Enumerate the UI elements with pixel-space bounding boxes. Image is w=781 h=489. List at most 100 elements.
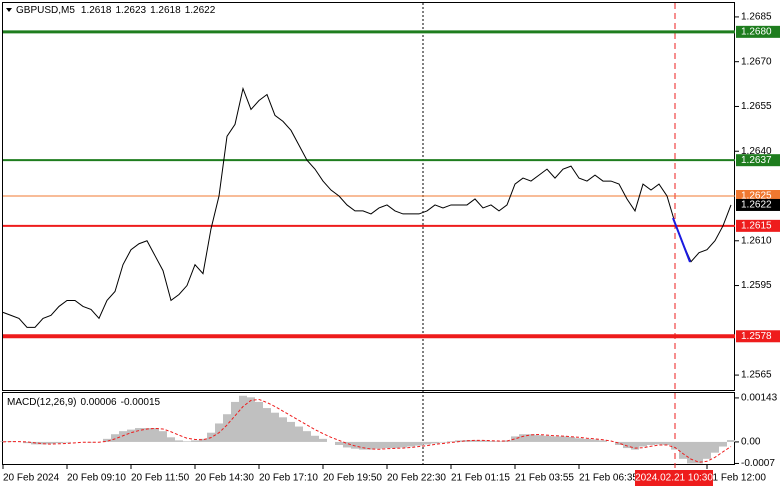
macd-bar xyxy=(343,441,351,448)
macd-bar xyxy=(423,441,431,445)
macd-title: MACD(12,26,9) xyxy=(7,397,76,408)
y-tick-label: 1.2565 xyxy=(741,370,772,381)
macd-bar xyxy=(63,441,71,443)
macd-bar xyxy=(447,441,455,442)
high: 1.2623 xyxy=(116,5,147,16)
menu-triangle[interactable] xyxy=(6,8,12,12)
macd-bar xyxy=(255,401,263,442)
macd-value: 0.00006 xyxy=(80,397,117,408)
macd-bar xyxy=(151,428,159,442)
macd-bar xyxy=(87,441,95,443)
macd-bar xyxy=(719,441,727,447)
macd-bar xyxy=(119,431,127,442)
low: 1.2618 xyxy=(150,5,181,16)
y-tick-label: 0.00 xyxy=(741,437,761,448)
macd-bar xyxy=(671,441,679,450)
macd-bar xyxy=(439,441,447,443)
macd-bar xyxy=(247,397,255,442)
x-tick-label: 21 Feb 01:15 xyxy=(451,473,510,484)
macd-bar xyxy=(351,441,359,449)
macd-bar xyxy=(103,438,111,442)
x-tick-label: 21 Feb 03:55 xyxy=(515,473,574,484)
y-tick-label: 1.2670 xyxy=(741,56,772,67)
x-tick-label: 20 Feb 11:50 xyxy=(131,473,190,484)
macd-bar xyxy=(703,441,711,459)
macd-bar xyxy=(687,441,695,464)
macd-bar xyxy=(23,441,31,444)
macd-bar xyxy=(599,440,607,442)
macd-bar xyxy=(647,441,655,445)
macd-bar xyxy=(311,435,319,442)
macd-bar xyxy=(519,434,527,442)
plot xyxy=(0,30,735,464)
macd-bar xyxy=(431,441,439,444)
x-tick-label: 20 Feb 2024 xyxy=(3,473,60,484)
macd-bar xyxy=(175,440,183,442)
macd-bar xyxy=(639,441,647,447)
macd-bar xyxy=(663,441,671,445)
level-label: 1.2615 xyxy=(741,220,772,231)
macd-header: MACD(12,26,9) 0.00006 -0.00015 xyxy=(7,397,161,408)
cursor-time-box xyxy=(635,470,713,486)
y-tick-label: 1.2655 xyxy=(741,101,772,112)
macd-bar xyxy=(111,434,119,442)
macd-bar xyxy=(359,441,367,450)
macd-bar xyxy=(319,438,327,442)
y-tick-label: 0.00143 xyxy=(741,393,778,404)
open: 1.2618 xyxy=(81,5,112,16)
macd-bar xyxy=(407,441,415,447)
level-label: 1.2625 xyxy=(741,191,772,202)
macd-bar xyxy=(287,421,295,442)
macd-bar xyxy=(391,441,399,449)
cursor-time: 2024.02.21 10:30 xyxy=(635,473,713,484)
level-label-box xyxy=(736,154,780,167)
level-label: 1.2637 xyxy=(741,155,772,166)
macd-bar xyxy=(487,441,495,442)
macd-bar xyxy=(223,414,231,442)
macd-bar xyxy=(679,441,687,459)
macd-bar xyxy=(399,441,407,448)
last-price-box xyxy=(736,198,780,211)
macd-bar xyxy=(415,441,423,446)
x-tick-label: 20 Feb 09:10 xyxy=(67,473,126,484)
macd-bar xyxy=(583,438,591,442)
macd-bar xyxy=(375,441,383,449)
macd-bar xyxy=(471,440,479,442)
signal-value: -0.00015 xyxy=(121,397,161,408)
level-label-box xyxy=(736,25,780,38)
y-tick-label: 1.2595 xyxy=(741,280,772,291)
level-label-box xyxy=(736,330,780,343)
macd-bar xyxy=(167,437,175,442)
macd-bar xyxy=(47,441,55,444)
symbol: GBPUSD,M5 xyxy=(16,5,75,16)
macd-bar xyxy=(135,428,143,442)
close: 1.2622 xyxy=(185,5,216,16)
macd-bar xyxy=(495,441,503,442)
y-tick-label: 1.2685 xyxy=(741,12,772,23)
macd-bar xyxy=(591,439,599,442)
macd-bar xyxy=(143,428,151,442)
chart-header: GBPUSD,M5 1.2618 1.2623 1.2618 1.2622 xyxy=(16,5,216,16)
macd-bar xyxy=(159,431,167,442)
macd-bar xyxy=(567,437,575,442)
macd-bar xyxy=(551,436,559,442)
macd-bar xyxy=(479,440,487,442)
macd-bar xyxy=(615,441,623,445)
macd-bar xyxy=(127,429,135,442)
price-line xyxy=(2,86,732,328)
last-price: 1.2622 xyxy=(741,200,772,211)
macd-bar xyxy=(183,441,191,442)
level-label-box xyxy=(736,219,780,232)
macd-bar xyxy=(631,441,639,450)
level-label: 1.2680 xyxy=(741,26,772,37)
macd-bar xyxy=(279,417,287,442)
macd-bar xyxy=(271,412,279,442)
x-axis: 20 Feb 2024 20 Feb 09:10 20 Feb 11:50 20 Fe… xyxy=(2,465,766,484)
macd-bar xyxy=(263,408,271,442)
macd-bar xyxy=(335,441,343,445)
macd-bar xyxy=(367,441,375,450)
macd-bar xyxy=(7,441,15,442)
